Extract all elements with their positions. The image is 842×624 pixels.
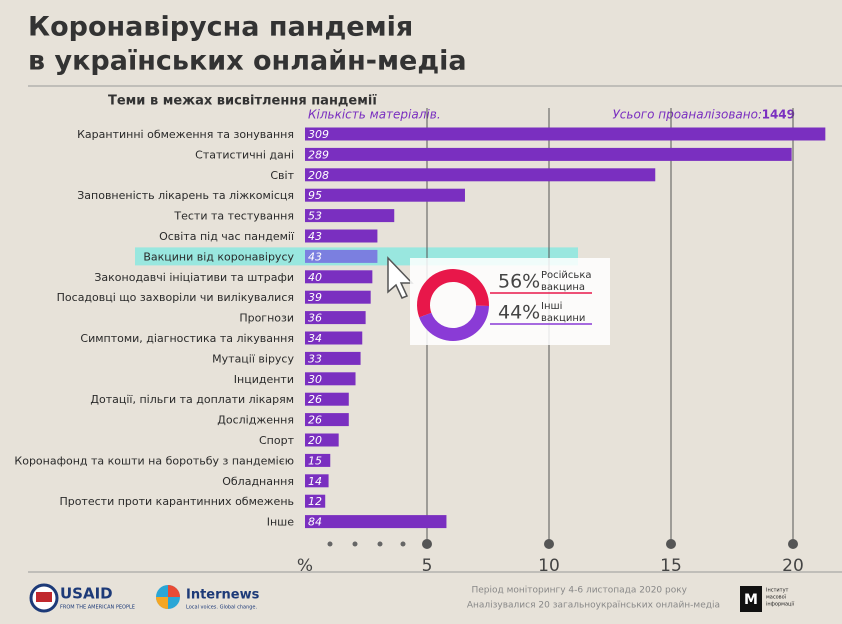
- bar: [305, 413, 349, 427]
- x-tick-label: %: [297, 556, 313, 576]
- value-label: 43: [308, 230, 322, 243]
- bar: [305, 188, 465, 202]
- value-label: 33: [308, 352, 322, 365]
- title: Коронавірусна пандемія: [28, 12, 413, 43]
- usaid: USAID: [60, 585, 113, 603]
- bar: [305, 515, 447, 529]
- pie-value-label: 56%: [498, 271, 540, 293]
- bar: [305, 372, 356, 386]
- category-label: Освіта під час пандемії: [159, 230, 295, 243]
- bar: [305, 127, 826, 141]
- decoration: [327, 541, 406, 547]
- value-label: 40: [308, 271, 322, 284]
- value-label: 12: [308, 495, 322, 508]
- category-label: Симптоми, діагностика та лікування: [80, 332, 294, 345]
- axis-label: Кількість матеріалів.: [308, 108, 441, 122]
- value-label: 30: [308, 373, 322, 386]
- category-label: Обладнання: [222, 475, 294, 488]
- category-label: Спорт: [259, 434, 295, 447]
- svg-text:M: M: [744, 592, 758, 608]
- total: 1449: [762, 108, 795, 122]
- pie-label: вакцини: [541, 313, 585, 324]
- bar: [305, 229, 378, 243]
- bar: [305, 147, 792, 161]
- value-label: 39: [308, 291, 322, 304]
- usaid-logo: USAID FROM THE AMERICAN PEOPLE: [29, 583, 135, 613]
- category-label: Статистичні дані: [195, 148, 294, 161]
- bar: [305, 392, 349, 406]
- category-label: Дотації, пільги та доплати лікарям: [90, 393, 294, 406]
- internews-sub: Local voices. Global change.: [186, 605, 258, 611]
- bar: [305, 474, 329, 488]
- bar: [305, 168, 656, 182]
- pie-slice: [419, 305, 489, 342]
- x-tick-label: 5: [422, 556, 433, 576]
- bar: [305, 351, 361, 365]
- category-label: Прогнози: [239, 312, 294, 325]
- value-label: 20: [308, 434, 322, 447]
- x-tick-label: 10: [538, 556, 560, 576]
- value-label: 15: [308, 454, 322, 467]
- category-label: Заповненість лікарень та ліжкомісця: [77, 189, 294, 202]
- imi: інформації: [766, 602, 795, 608]
- imi: масової: [766, 595, 787, 601]
- total-label: Усього проаналізовано:: [612, 108, 762, 122]
- imi-logo: M Інститут масової інформації: [740, 586, 795, 612]
- category-label: Вакцини від коронавірусу: [143, 250, 294, 263]
- value-label: 34: [308, 332, 322, 345]
- category-label: Карантинні обмеження та зонування: [77, 128, 294, 141]
- bar: [305, 209, 395, 223]
- value-label: 26: [308, 414, 322, 427]
- pie-label: Російська: [541, 269, 591, 281]
- bar: [305, 331, 363, 345]
- pie-slice: [417, 269, 489, 318]
- tick-mark: [422, 539, 432, 549]
- title: в українських онлайн-медіа: [28, 46, 467, 77]
- tick-mark: [788, 539, 798, 549]
- category-label: Протести проти карантинних обмежень: [59, 495, 294, 508]
- bar: [305, 311, 366, 325]
- category-label: Законодавчі ініціативи та штрафи: [94, 271, 294, 284]
- category-label: Тести та тестування: [173, 210, 294, 223]
- value-label: 53: [308, 210, 322, 223]
- category-label: Світ: [270, 169, 294, 182]
- bar: [305, 249, 378, 263]
- category-label: Інциденти: [234, 373, 294, 386]
- imi: Інститут: [766, 588, 789, 594]
- pie-label: Інші: [541, 300, 562, 312]
- pie-value-label: 44%: [498, 302, 540, 324]
- category-label: Дослідження: [217, 414, 294, 427]
- value-label: 84: [308, 516, 322, 529]
- internews: Internews: [186, 588, 260, 603]
- category-label: Мутації вірусу: [212, 352, 294, 365]
- internews-logo: Internews Local voices. Global change.: [156, 585, 260, 611]
- value-label: 208: [308, 169, 329, 182]
- tick-mark: [544, 539, 554, 549]
- value-label: 14: [308, 475, 322, 488]
- bar: [305, 494, 326, 508]
- tick-mark: [666, 539, 676, 549]
- value-label: 36: [308, 312, 322, 325]
- bar: [305, 453, 331, 467]
- footer: Період моніторингу 4-6 листопада 2020 ро…: [471, 586, 687, 596]
- x-tick-label: 20: [782, 556, 804, 576]
- value-label: 309: [308, 128, 329, 141]
- x-tick-label: 15: [660, 556, 682, 576]
- bar: [305, 270, 373, 284]
- bar: [305, 433, 339, 447]
- bar: [305, 290, 371, 304]
- category-label: Посадовці що захворіли чи вилікувалися: [57, 291, 294, 304]
- footer: Аналізувалися 20 загальноукраїнських онл…: [467, 601, 720, 611]
- subtitle: Теми в межах висвітлення пандемії: [108, 94, 377, 109]
- value-label: 95: [308, 189, 322, 202]
- usaid-sub: FROM THE AMERICAN PEOPLE: [60, 605, 135, 611]
- pie-label: вакцина: [541, 282, 585, 293]
- category-label: Інше: [267, 516, 295, 529]
- value-label: 289: [308, 148, 329, 161]
- value-label: 26: [308, 393, 322, 406]
- value-label: 43: [308, 250, 322, 263]
- category-label: Коронафонд та кошти на боротьбу з пандем…: [14, 454, 294, 467]
